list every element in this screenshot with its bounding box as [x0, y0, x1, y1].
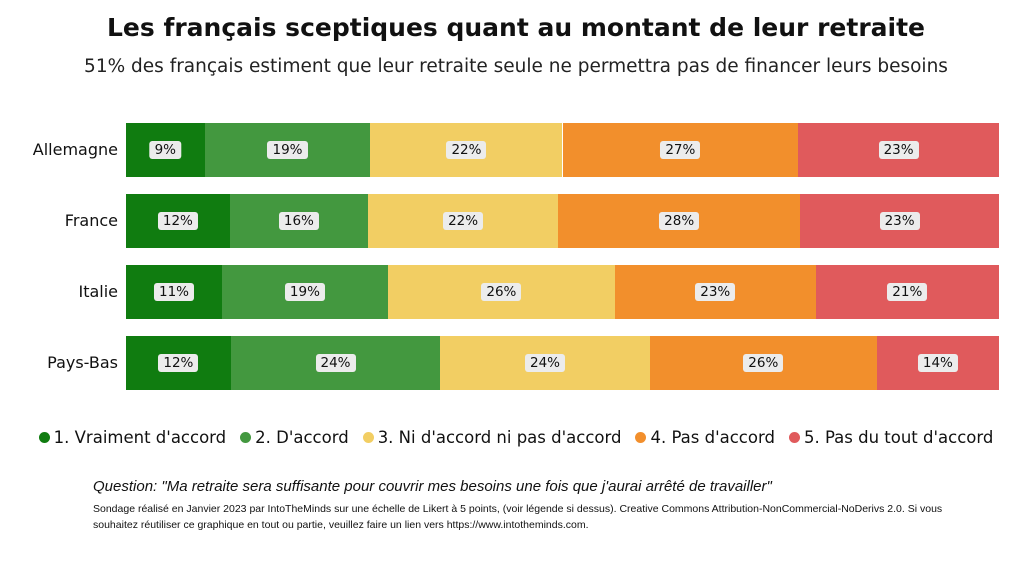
data-label: 24% — [525, 354, 566, 372]
bar-segment: 16% — [229, 194, 369, 248]
data-label: 23% — [879, 212, 920, 230]
legend-label: 1. Vraiment d'accord — [53, 428, 227, 447]
data-label: 23% — [878, 141, 919, 159]
legend-dot-icon — [635, 432, 647, 443]
legend-item: 2. D'accord — [240, 428, 349, 447]
data-label: 12% — [158, 354, 199, 372]
data-label: 9% — [149, 141, 181, 159]
bar-segment: 22% — [370, 123, 563, 177]
data-label: 26% — [743, 354, 784, 372]
legend-item: 5. Pas du tout d'accord — [788, 428, 994, 447]
bar-segment: 24% — [440, 336, 650, 390]
bar-segment: 24% — [230, 336, 441, 390]
bar-segment: 9% — [126, 123, 205, 177]
legend-item: 4. Pas d'accord — [635, 428, 775, 447]
data-label: 14% — [917, 354, 958, 372]
data-label: 19% — [284, 283, 325, 301]
legend-dot-icon — [38, 432, 50, 443]
bar-segment: 19% — [204, 123, 371, 177]
data-label: 27% — [660, 141, 701, 159]
data-label: 28% — [659, 212, 700, 230]
survey-question: Question: "Ma retraite sera suffisante p… — [93, 478, 772, 495]
data-label: 22% — [443, 212, 484, 230]
data-label: 26% — [481, 283, 522, 301]
legend-label: 5. Pas du tout d'accord — [803, 428, 994, 447]
category-label: Allemagne — [32, 140, 118, 159]
data-label: 23% — [695, 283, 736, 301]
legend-dot-icon — [788, 432, 800, 443]
bar-segment: 19% — [222, 265, 388, 319]
data-label: 16% — [278, 212, 319, 230]
data-label: 24% — [315, 354, 356, 372]
legend: 1. Vraiment d'accord 2. D'accord 3. Ni d'a… — [0, 428, 1032, 447]
legend-label: 3. Ni d'accord ni pas d'accord — [377, 428, 622, 447]
bar-segment: 28% — [558, 194, 801, 248]
legend-label: 4. Pas d'accord — [650, 428, 775, 447]
chart-subtitle: 51% des français estiment que leur retra… — [84, 56, 948, 77]
data-label: 11% — [153, 283, 195, 301]
bar-segment: 26% — [387, 265, 615, 319]
data-label: 22% — [446, 141, 487, 159]
source-note: Sondage réalisé en Janvier 2023 par Into… — [93, 503, 943, 531]
bar-segment: 12% — [126, 194, 230, 248]
chart-title: Les français sceptiques quant au montant… — [107, 13, 925, 42]
legend-label: 2. D'accord — [255, 428, 349, 447]
legend-dot-icon — [362, 432, 374, 443]
bar-segment: 22% — [368, 194, 559, 248]
bar-segment: 11% — [126, 265, 223, 319]
bar-segment: 23% — [800, 194, 999, 248]
legend-dot-icon — [240, 432, 252, 443]
data-label: 12% — [157, 212, 198, 230]
category-label: France — [64, 211, 118, 230]
bar-segment: 14% — [876, 336, 999, 390]
legend-item: 3. Ni d'accord ni pas d'accord — [362, 428, 622, 447]
bar-segment: 26% — [649, 336, 877, 390]
bar-segment: 27% — [562, 123, 799, 177]
legend-item: 1. Vraiment d'accord — [38, 428, 227, 447]
category-label: Pays-Bas — [47, 353, 118, 372]
category-label: Italie — [78, 282, 118, 301]
data-label: 19% — [267, 141, 308, 159]
bar-segment: 21% — [815, 265, 999, 319]
data-label: 21% — [887, 283, 928, 301]
bar-segment: 23% — [798, 123, 999, 177]
bar-segment: 12% — [126, 336, 231, 390]
bar-segment: 23% — [614, 265, 816, 319]
